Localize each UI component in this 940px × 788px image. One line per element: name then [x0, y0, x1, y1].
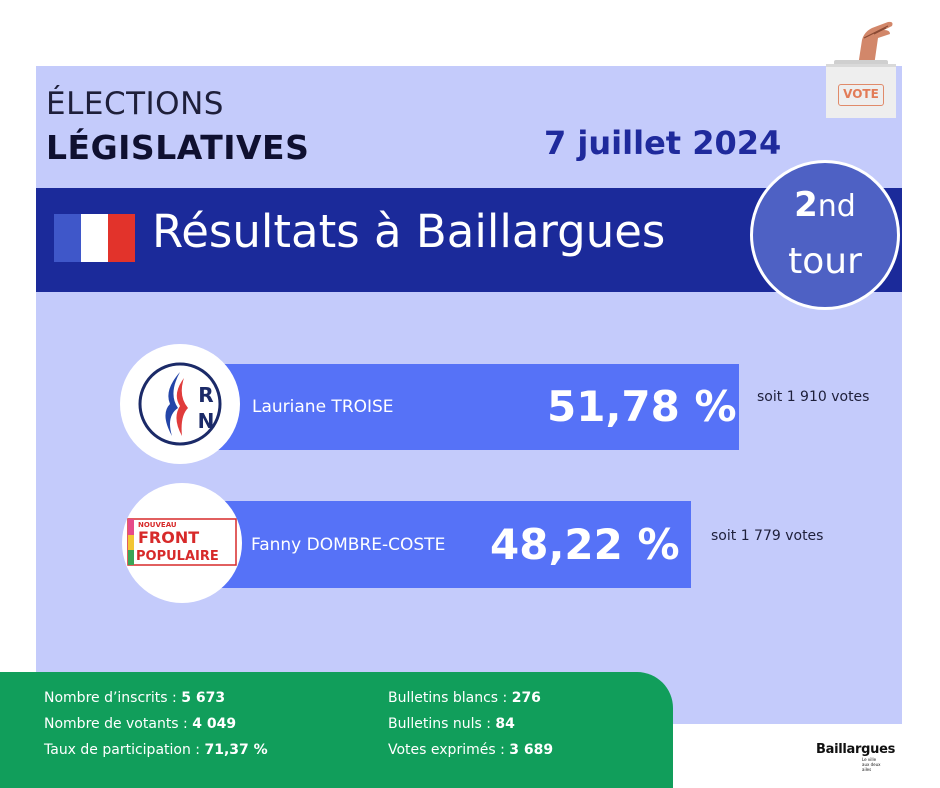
- round-suffix: nd: [817, 189, 856, 224]
- hand-icon: [858, 21, 893, 66]
- stat-participation: Taux de participation : 71,37 %: [44, 742, 268, 758]
- round-badge: 2nd tour: [750, 160, 900, 310]
- candidate-bar-1: [200, 364, 739, 450]
- round-number: 2: [794, 185, 818, 225]
- title-legislatives: LÉGISLATIVES: [46, 128, 310, 167]
- stat-votants: Nombre de votants : 4 049: [44, 716, 237, 732]
- rn-logo-n: N: [198, 409, 215, 433]
- nfp-logo-nouveau: NOUVEAU: [138, 521, 177, 529]
- city-tagline: Le ville aux deux ailes: [862, 757, 881, 772]
- stat-inscrits: Nombre d’inscrits : 5 673: [44, 690, 226, 706]
- rn-logo-r: R: [198, 383, 213, 407]
- ballot-box-body: [826, 64, 896, 118]
- vote-label: VOTE: [838, 84, 884, 106]
- nfp-logo-icon: NOUVEAU FRONT POPULAIRE: [127, 518, 237, 566]
- candidate-votes-2: soit 1 779 votes: [711, 528, 824, 544]
- candidate-name-2: Fanny DOMBRE-COSTE: [251, 535, 446, 555]
- title-elections: ÉLECTIONS: [46, 86, 224, 122]
- candidate-percent-1: 51,78 %: [547, 382, 737, 431]
- round-word: tour: [788, 241, 862, 282]
- stat-blancs: Bulletins blancs : 276: [388, 690, 541, 706]
- stat-nuls: Bulletins nuls : 84: [388, 716, 515, 732]
- rn-logo-icon: R N: [138, 362, 222, 446]
- candidate-bar-2: [200, 501, 691, 588]
- ballot-box-icon: VOTE: [826, 14, 896, 118]
- rn-logo-circle: R N: [120, 344, 240, 464]
- nfp-logo-circle: NOUVEAU FRONT POPULAIRE: [122, 483, 242, 603]
- candidate-name-1: Lauriane TROISE: [252, 397, 394, 417]
- french-flag-icon: [54, 214, 135, 262]
- nfp-logo-populaire: POPULAIRE: [136, 549, 219, 564]
- candidate-votes-1: soit 1 910 votes: [757, 389, 870, 405]
- stats-box: [0, 672, 673, 788]
- stat-exprimes: Votes exprimés : 3 689: [388, 742, 554, 758]
- city-name: Baillargues: [816, 742, 896, 757]
- nfp-logo-front: FRONT: [138, 528, 199, 547]
- banner-title: Résultats à Baillargues: [152, 205, 666, 258]
- candidate-percent-2: 48,22 %: [490, 520, 680, 569]
- ballot-slot: [834, 60, 888, 67]
- election-date: 7 juillet 2024: [544, 124, 782, 162]
